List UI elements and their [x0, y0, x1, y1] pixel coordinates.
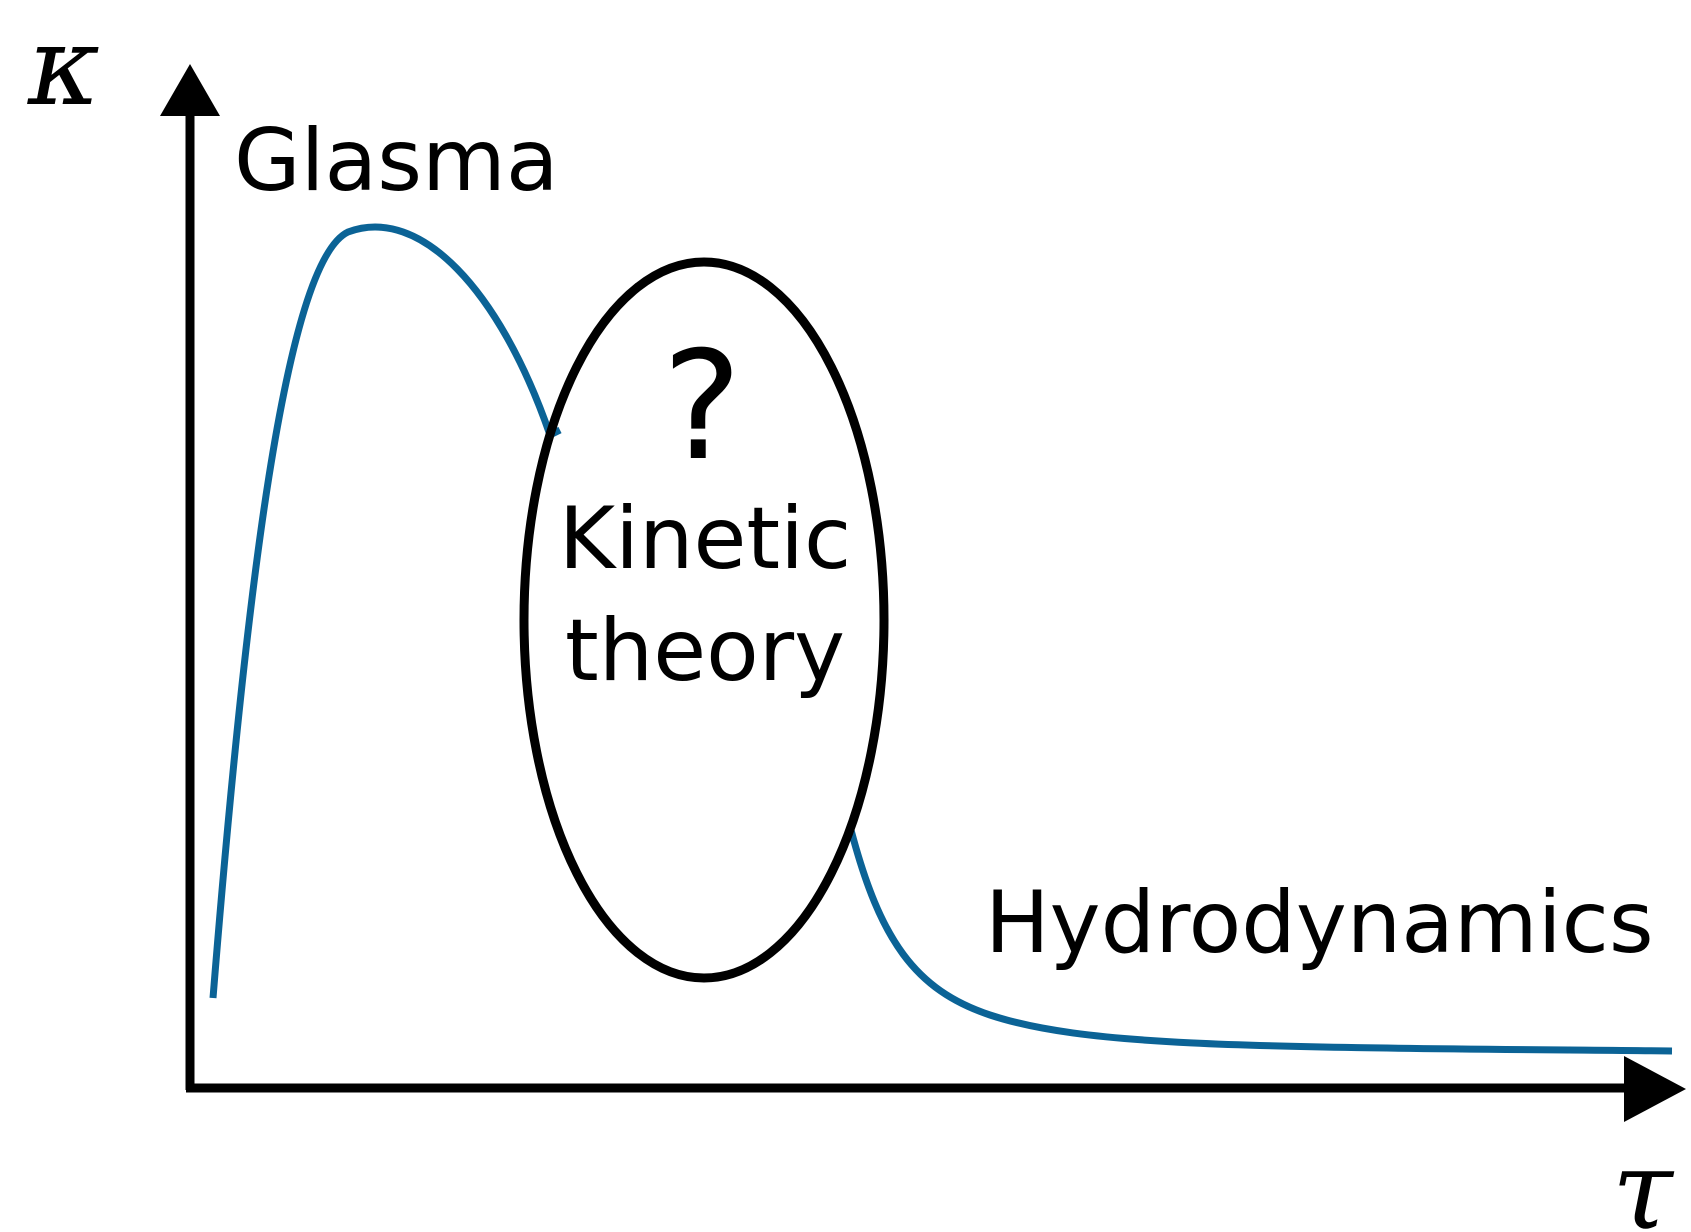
kinetic-label-line2: theory [565, 601, 845, 701]
kappa-curve [209, 223, 1673, 1055]
x-axis-arrowhead [1624, 1056, 1686, 1122]
hydrodynamics-label: Hydrodynamics [985, 873, 1654, 973]
glasma-label: Glasma [234, 111, 559, 211]
kinetic-theory-ellipse [519, 257, 889, 983]
y-axis-symbol: κ [27, 2, 100, 130]
x-axis-symbol: τ [1612, 1126, 1675, 1232]
kinetic-question-mark: ? [662, 320, 742, 494]
kinetic-label-line1: Kinetic [559, 489, 852, 589]
y-axis-arrowhead [160, 64, 220, 116]
